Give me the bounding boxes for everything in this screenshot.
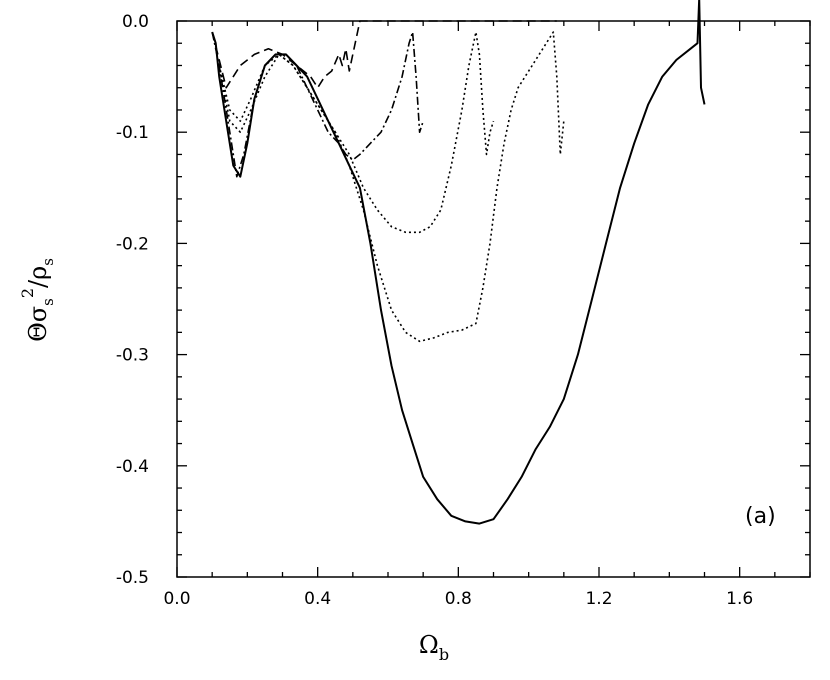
y-axis-label-main: Θσ — [24, 306, 52, 342]
x-tick-label: 0.0 — [163, 589, 190, 609]
annotation-label: (a) — [745, 504, 776, 529]
x-axis-label: Ωb — [419, 631, 449, 664]
x-tick-label: 1.6 — [726, 589, 753, 609]
x-tick-label: 0.8 — [445, 589, 472, 609]
y-axis-label: Θσs2/ρs — [18, 258, 57, 342]
x-tick-label: 0.4 — [304, 589, 331, 609]
series-line-4 — [211, 31, 424, 178]
series-line-3 — [218, 31, 495, 234]
series-layer — [211, 0, 706, 525]
y-axis-label-sub: s — [39, 298, 57, 306]
y-axis-label-tail-sub: s — [39, 258, 57, 266]
y-tick-label: -0.3 — [116, 346, 149, 366]
y-axis-label-sup: 2 — [18, 288, 37, 298]
series-line-5 — [211, 20, 557, 89]
y-tick-label: -0.4 — [116, 457, 149, 477]
y-tick-label: -0.2 — [116, 234, 149, 254]
x-tick-label: 1.2 — [585, 589, 612, 609]
series-line-1 — [211, 0, 706, 525]
y-tick-label: -0.1 — [116, 123, 149, 143]
y-axis-label-tail: /ρ — [24, 266, 52, 288]
y-tick-label: 0.0 — [122, 12, 149, 32]
x-axis-label-main: Ω — [419, 631, 439, 659]
y-tick-label: -0.5 — [116, 568, 149, 588]
plot-frame — [176, 20, 811, 578]
series-line-2 — [218, 31, 565, 343]
axis-ticks: 0.0 0.4 0.8 1.2 1.6 0.0 -0.1 -0.2 -0.3 -0.4 -0.5 — [116, 12, 811, 609]
x-axis-label-sub: b — [439, 645, 449, 664]
